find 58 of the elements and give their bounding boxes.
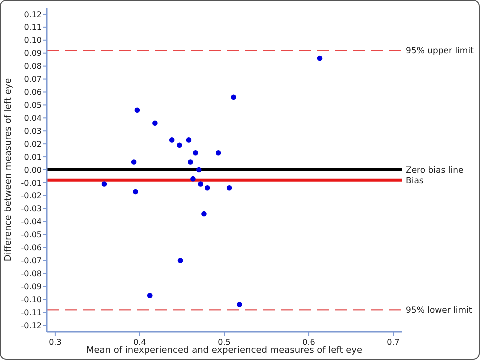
point: [186, 138, 192, 143]
point: [152, 120, 158, 126]
point: [317, 56, 323, 62]
point: [226, 186, 232, 191]
y-tick-label: -0.12: [21, 321, 42, 330]
y-tick-label: -0.05: [21, 230, 42, 240]
y-tick-label: -0.03: [21, 204, 42, 214]
y-tick-label: -0.02: [21, 192, 42, 201]
x-tick-label: 0.6: [302, 338, 316, 347]
point: [202, 211, 207, 217]
point: [188, 160, 194, 165]
point: [102, 182, 108, 187]
y-axis-title: Difference between measures of left eye: [4, 78, 14, 262]
y-tick-label: -0.04: [21, 218, 42, 227]
point: [198, 182, 204, 187]
ref-line-label: Zero bias line: [406, 166, 464, 176]
x-tick-label: 0.3: [49, 338, 62, 347]
y-tick-label: -0.07: [21, 256, 42, 266]
point: [131, 160, 137, 165]
y-tick-label: 0.04: [24, 114, 42, 123]
y-tick-label: -0.11: [21, 308, 42, 318]
point: [134, 108, 140, 114]
point: [133, 189, 138, 195]
y-tick-label: -0.10: [21, 295, 42, 304]
y-tick-label: 0.02: [24, 140, 42, 149]
point: [190, 176, 196, 182]
y-tick-label: 0.10: [24, 36, 42, 46]
y-tick-label: 0.00: [24, 166, 42, 175]
y-tick-label: 0.11: [24, 23, 42, 32]
point: [196, 167, 202, 173]
y-tick-label: -0.01: [21, 178, 42, 188]
y-tick-label: 0.08: [24, 62, 42, 72]
y-tick-label: 0.07: [24, 75, 42, 84]
x-tick-label: 0.5: [218, 338, 231, 347]
point: [237, 302, 242, 308]
x-axis-title: Mean of inexperienced and experienced measures of left eye: [86, 346, 363, 356]
ref-line-label: Bias: [406, 176, 424, 186]
point: [147, 293, 153, 298]
point: [231, 94, 236, 100]
x-tick-label: 0.7: [387, 338, 400, 347]
point: [216, 150, 222, 156]
ref-line-label: 95% lower limit: [406, 306, 473, 316]
ref-line-label: 95% upper limit: [406, 46, 475, 57]
y-tick-label: -0.06: [21, 244, 42, 253]
y-tick-label: -0.08: [21, 269, 42, 278]
y-tick-label: 0.03: [24, 126, 42, 136]
point: [204, 186, 210, 191]
point: [169, 138, 175, 143]
y-tick-label: 0.09: [24, 49, 42, 58]
point: [178, 258, 184, 264]
point: [193, 150, 198, 156]
y-tick-label: 0.12: [24, 10, 42, 20]
y-tick-label: 0.01: [24, 152, 42, 162]
x-tick-label: 0.4: [134, 338, 146, 347]
y-tick-label: -0.09: [21, 282, 42, 292]
y-tick-label: 0.05: [24, 101, 42, 110]
point: [177, 142, 182, 148]
y-tick-label: 0.06: [24, 88, 42, 98]
